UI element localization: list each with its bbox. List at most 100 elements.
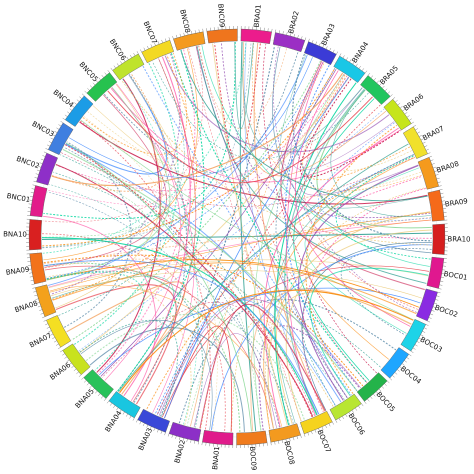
segment-tick [424, 327, 427, 330]
segment-tick [74, 102, 77, 105]
synteny-link [55, 84, 162, 309]
synteny-link [79, 77, 350, 353]
synteny-link [302, 187, 426, 413]
chromosome-segment-bra06 [383, 98, 412, 131]
segment-tick [183, 32, 185, 36]
segment-tick [409, 118, 412, 121]
segment-tick [402, 109, 406, 112]
segment-tick [441, 273, 445, 275]
synteny-link [242, 42, 387, 177]
synteny-link [335, 155, 431, 260]
synteny-link [44, 259, 320, 415]
synteny-link [43, 42, 236, 219]
synteny-link [305, 124, 398, 395]
segment-tick [168, 37, 171, 41]
segment-tick [314, 429, 317, 433]
segment-tick [78, 374, 82, 377]
segment-tick [328, 423, 331, 427]
chromosome-segment-bna03 [137, 408, 170, 433]
synteny-link [73, 62, 179, 345]
synteny-link [309, 267, 429, 397]
synteny-link [186, 308, 262, 431]
chromosome-segment-boc06 [329, 393, 362, 421]
synteny-link [65, 144, 313, 418]
segment-tick [60, 121, 64, 124]
segment-tick [361, 403, 364, 407]
segment-tick [410, 350, 414, 353]
chromosome-segment-bna04 [333, 55, 366, 83]
segment-tick [136, 51, 139, 54]
segment-tick [50, 333, 54, 336]
synteny-link [286, 61, 324, 416]
segment-tick [130, 54, 132, 58]
chromosome-label-bna03: BNA03 [137, 427, 154, 452]
segment-tick [416, 341, 420, 344]
segment-tick [153, 428, 156, 431]
synteny-link [214, 43, 261, 165]
synteny-link [146, 154, 415, 410]
segment-tick [435, 174, 439, 176]
segment-tick [373, 393, 376, 397]
segment-tick [122, 411, 125, 415]
chromosome-label-bra03: BRA03 [320, 23, 337, 47]
segment-tick [293, 34, 295, 38]
synteny-link [294, 70, 411, 327]
chromosome-segment-boc03 [400, 319, 427, 352]
segment-tick [191, 30, 193, 34]
synteny-link [252, 73, 345, 431]
segment-tick [62, 353, 65, 356]
chromosome-segment-bnc01 [29, 185, 48, 218]
synteny-link [52, 262, 417, 315]
segment-tick [321, 426, 324, 430]
chromosome-label-bna10: BNA10 [3, 230, 27, 238]
segment-tick [172, 36, 174, 40]
synteny-link [162, 265, 430, 418]
chromosome-label-boc01: BOC01 [443, 270, 468, 282]
synteny-link [43, 48, 199, 261]
synteny-link [78, 108, 385, 352]
segment-tick [364, 401, 367, 404]
segment-tick [296, 436, 298, 440]
segment-tick [30, 280, 34, 282]
synteny-link [71, 60, 321, 341]
segment-tick [342, 416, 344, 420]
synteny-link [220, 42, 431, 219]
segment-tick [367, 398, 370, 402]
segment-tick [76, 99, 80, 102]
segment-tick [38, 166, 42, 168]
synteny-link [41, 164, 146, 238]
segment-tick [109, 403, 113, 406]
chromosome-label-bnc09: BNC09 [216, 3, 226, 27]
segment-tick [35, 298, 39, 300]
segment-tick [419, 135, 422, 137]
synteny-link [117, 50, 205, 392]
segment-tick [129, 415, 132, 419]
chromosome-segment-boc08 [268, 423, 301, 443]
synteny-link [273, 154, 414, 424]
segment-tick [92, 82, 96, 86]
synteny-link [199, 303, 326, 429]
segment-tick [194, 440, 196, 444]
synteny-link [50, 53, 181, 295]
segment-tick [437, 291, 441, 294]
chromosome-label-bnc03: BNC03 [31, 120, 56, 139]
synteny-link [273, 46, 417, 313]
synteny-link [104, 83, 181, 381]
segment-tick [430, 313, 434, 316]
chromosome-segment-bra02 [272, 32, 306, 53]
segment-tick [89, 85, 93, 88]
segment-tick [439, 284, 443, 286]
chromosome-label-bnc07: BNC07 [142, 20, 159, 45]
segment-tick [198, 29, 200, 33]
segment-tick [408, 354, 412, 357]
synteny-link [231, 319, 334, 432]
segment-tick [293, 437, 295, 441]
segment-tick [397, 102, 401, 106]
segment-tick [394, 372, 398, 375]
synteny-link [142, 65, 352, 396]
segment-tick [318, 428, 320, 432]
segment-tick [186, 438, 188, 442]
chromosome-segment-boc09 [236, 430, 268, 446]
synteny-link [100, 68, 337, 377]
chromosome-label-bna07: BNA07 [28, 331, 53, 349]
